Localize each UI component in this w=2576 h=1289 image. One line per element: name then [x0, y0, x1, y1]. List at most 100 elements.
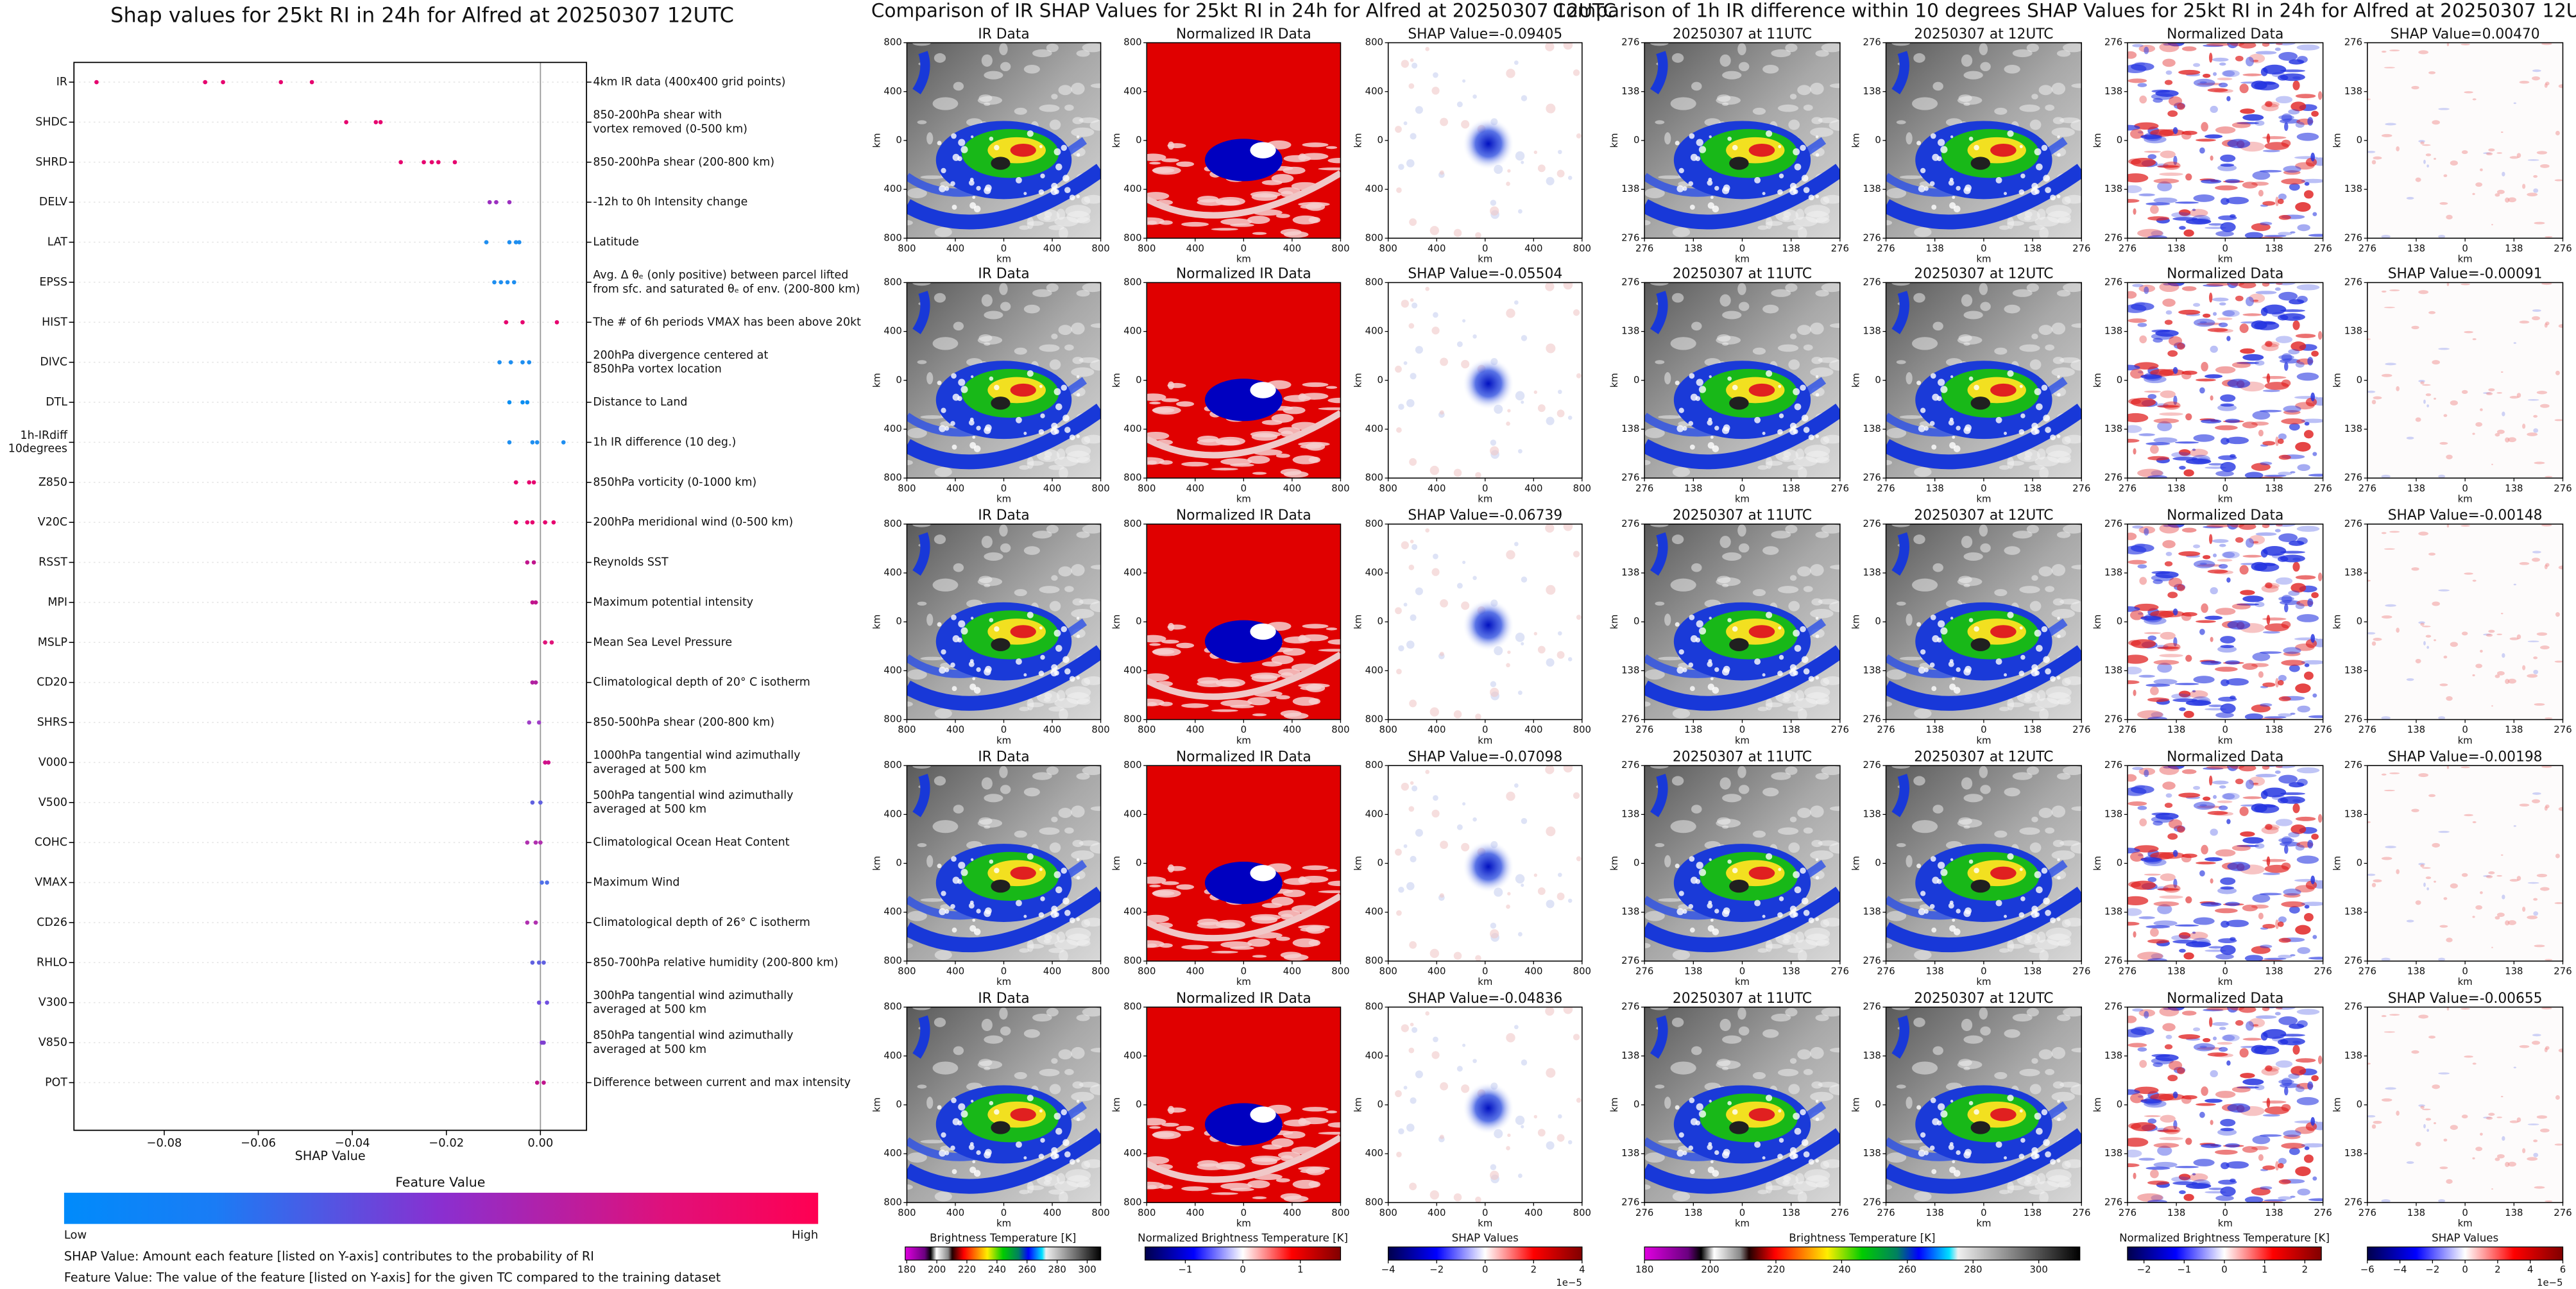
shap-point	[533, 920, 538, 925]
x-tick-label: 138	[1926, 966, 1944, 977]
panel-title: IR Data	[978, 991, 1029, 1007]
y-tick-label: 138	[1863, 183, 1881, 194]
x-tick-label: 138	[2407, 243, 2425, 254]
x-tick-label: −0.02	[429, 1136, 464, 1150]
x-tick-label: 400	[1283, 1207, 1301, 1218]
y-tick-label: 800	[1123, 37, 1141, 48]
y-tick-label: 138	[1621, 183, 1639, 194]
y-tick-label: 138	[1621, 808, 1639, 819]
y-tick-label: 276	[1863, 276, 1881, 287]
shap-point	[530, 520, 535, 525]
y-axis-label: km	[1850, 1097, 1861, 1112]
satellite-image	[1388, 524, 1582, 720]
x-tick-label: 0	[2462, 1207, 2468, 1218]
colorbar-tick-label: 300	[1078, 1263, 1096, 1275]
x-tick-label: 0	[1981, 1207, 1986, 1218]
x-tick-label: 276	[1831, 966, 1849, 977]
y-tick-label: 400	[1365, 423, 1383, 434]
panel-title: 20250307 at 11UTC	[1673, 26, 1812, 42]
shap-point	[536, 720, 542, 725]
x-tick-label: 800	[1331, 482, 1349, 494]
panel-title: SHAP Value=-0.09405	[1408, 26, 1562, 42]
y-tick-label: 276	[2104, 759, 2122, 771]
y-tick-label: 800	[1365, 472, 1383, 483]
colorbar-tick-label: 0	[1240, 1263, 1245, 1275]
y-tick-label: 276	[2344, 472, 2362, 483]
x-tick-label: 0	[1981, 243, 1986, 254]
panel-title: Normalized IR Data	[1176, 26, 1311, 42]
y-tick-label: 400	[883, 808, 901, 819]
x-tick-label: 400	[1186, 724, 1204, 735]
y-axis-label: km	[1850, 615, 1861, 629]
satellite-image	[901, 280, 1109, 479]
y-tick-label: 0	[2357, 615, 2362, 627]
x-tick-label: 138	[1782, 1207, 1800, 1218]
y-tick-label: 800	[1123, 955, 1141, 966]
x-tick-label: 138	[1926, 243, 1944, 254]
panel-title: Normalized Data	[2167, 749, 2283, 765]
y-tick-label: 276	[1621, 759, 1639, 771]
colorbar-tick-label: −1	[2177, 1263, 2191, 1275]
y-tick-label: 0	[1136, 134, 1141, 146]
x-tick-label: 800	[898, 724, 916, 735]
y-tick-label: 0	[2357, 134, 2362, 146]
panel-title: SHAP Value=-0.00198	[2388, 749, 2543, 765]
panel-title: 20250307 at 12UTC	[1914, 26, 2053, 42]
y-tick-label: 276	[1621, 37, 1639, 48]
shap-point	[309, 80, 314, 85]
x-tick-label: 800	[1331, 724, 1349, 735]
x-tick-label: 276	[2358, 243, 2376, 254]
satellite-image	[2127, 524, 2323, 720]
feature-label: CD20	[37, 676, 67, 689]
x-tick-label: 0	[1001, 724, 1007, 735]
panel-title: Normalized Data	[2167, 26, 2283, 42]
y-tick-label: 0	[896, 374, 901, 386]
y-tick-label: 138	[1863, 423, 1881, 434]
x-axis-label: km	[2458, 493, 2473, 504]
y-tick-label: 0	[1378, 1098, 1383, 1110]
satellite-image	[1388, 765, 1582, 961]
x-axis-label: km	[2458, 976, 2473, 987]
colorbar	[1388, 1246, 1583, 1261]
y-axis-label: km	[2332, 856, 2343, 871]
x-tick-label: 138	[2167, 482, 2185, 494]
x-tick-label: 800	[1331, 1207, 1349, 1218]
y-tick-label: 800	[1365, 759, 1383, 771]
satellite-image	[1388, 282, 1582, 479]
y-tick-label: 400	[883, 85, 901, 97]
feature-description: 850-500hPa shear (200-800 km)	[593, 716, 774, 729]
satellite-image	[1639, 1005, 1849, 1204]
x-tick-label: 138	[2167, 1207, 2185, 1218]
grid-title: Comparison of 1h IR difference within 10…	[1553, 0, 2576, 21]
satellite-image	[1134, 765, 1351, 961]
x-tick-label: 400	[1428, 966, 1446, 977]
x-tick-label: −0.04	[335, 1136, 370, 1150]
x-tick-label: 0	[1241, 966, 1247, 977]
y-tick-label: 400	[1365, 808, 1383, 819]
y-tick-label: 400	[883, 906, 901, 918]
shap-point	[543, 520, 547, 525]
feature-description: vortex removed (0-500 km)	[593, 123, 747, 135]
panel-title: IR Data	[978, 26, 1029, 42]
y-tick-label: 276	[2104, 232, 2122, 243]
y-tick-label: 138	[2344, 183, 2362, 194]
satellite-image	[2127, 1007, 2323, 1203]
y-tick-label: 276	[1863, 1196, 1881, 1208]
y-tick-label: 138	[1621, 423, 1639, 434]
x-axis-label: km	[1478, 253, 1492, 265]
shap-point	[530, 800, 535, 805]
feature-description: -12h to 0h Intensity change	[593, 196, 747, 209]
y-axis-label: km	[1111, 1097, 1122, 1112]
y-tick-label: 0	[1378, 857, 1383, 869]
x-tick-label: 0	[1482, 1207, 1488, 1218]
colorbar-tick-label: 200	[1701, 1263, 1719, 1275]
panel-title: 20250307 at 11UTC	[1673, 266, 1812, 282]
shap-point	[533, 600, 538, 605]
y-tick-label: 400	[1365, 85, 1383, 97]
shap-point	[511, 280, 516, 285]
y-tick-label: 400	[883, 1147, 901, 1159]
shap-point	[373, 120, 379, 124]
